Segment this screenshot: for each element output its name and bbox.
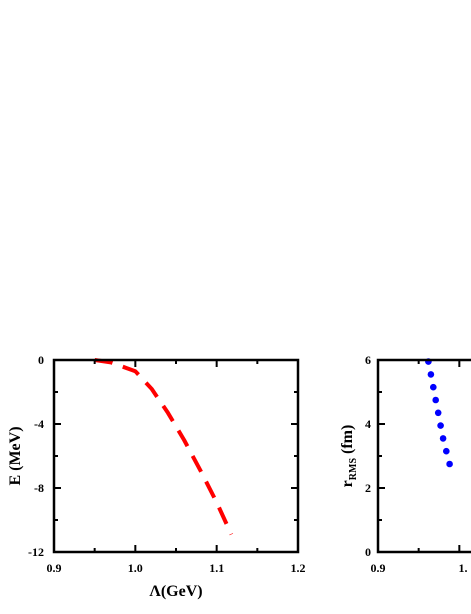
radius-y-axis-label: rRMS (fm) [339, 425, 359, 488]
energy-x-tick-label-0: 0.9 [47, 561, 62, 575]
energy-x-tick-label-2: 1.1 [209, 561, 224, 575]
energy-y-tick-label-2: -8 [34, 481, 44, 495]
energy-plot-frame [52, 358, 300, 554]
radius-series-point [434, 409, 442, 417]
energy-x-tick-label-1: 1.0 [128, 561, 143, 575]
radius-ticks-layer [377, 359, 461, 553]
radius-y-tick-label-2: 2 [365, 481, 371, 495]
radius-y-tick-label-1: 4 [365, 417, 371, 431]
energy-y-tick-label-0: 0 [38, 353, 44, 367]
energy-ticks-layer [53, 359, 299, 553]
energy-y-tick-label-3: -12 [28, 545, 44, 559]
radius-y-axis-subscript: RMS [348, 458, 359, 481]
radius-y-tick-label-3: 0 [365, 545, 371, 559]
energy-x-axis-label: Λ(GeV) [149, 583, 202, 600]
radius-x-tick-label-0: 0.9 [371, 561, 386, 575]
radius-x-tick-label-1: 1. [459, 561, 468, 575]
radius-series-point [437, 422, 444, 429]
radius-series-point [432, 396, 440, 404]
radius-y-axis-symbol: r [339, 480, 356, 487]
radius-series-point [427, 371, 435, 378]
radius-panel: 0.9 1. 6 4 2 0 rRMS (fm) [339, 353, 471, 575]
energy-y-tick-label-1: -4 [34, 417, 44, 431]
radius-series-point [430, 383, 437, 391]
energy-panel: 0.9 1.0 1.1 1.2 0 -4 -8 -12 Λ(GeV) E (Me… [7, 353, 306, 600]
energy-series-layer [94, 358, 234, 536]
radius-series-layer [425, 358, 453, 468]
radius-series-point [446, 460, 453, 468]
radius-plot-frame [376, 358, 471, 554]
radius-series-point [439, 435, 447, 442]
radius-series-point [443, 447, 450, 455]
radius-y-axis-unit: (fm) [339, 425, 356, 458]
energy-x-tick-label-3: 1.2 [291, 561, 306, 575]
radius-y-tick-label-0: 6 [365, 353, 371, 367]
energy-y-axis-label: E (MeV) [7, 426, 24, 485]
energy-series-line [94, 358, 234, 536]
